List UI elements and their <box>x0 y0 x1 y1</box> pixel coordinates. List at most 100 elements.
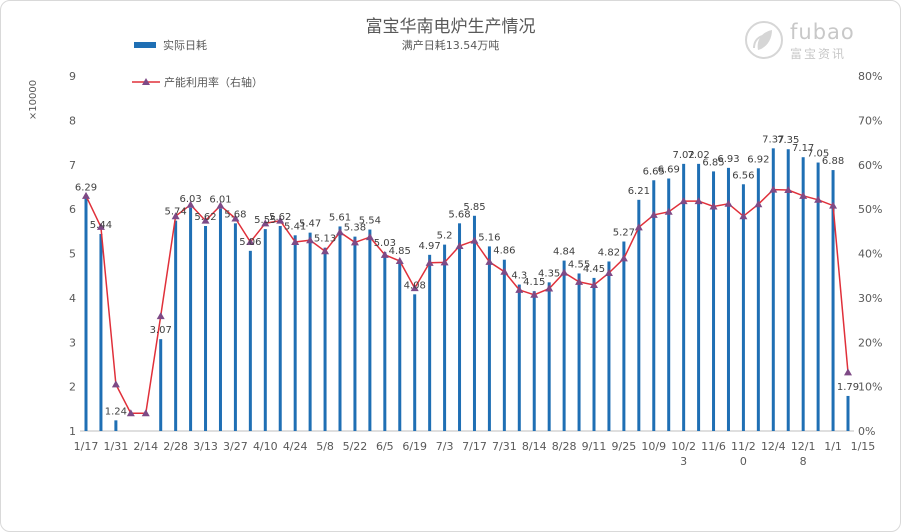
y-right-tick-label: 80% <box>858 70 882 83</box>
line-marker <box>216 201 225 209</box>
x-tick-label: 3/27 <box>223 440 248 453</box>
y-right-tick-label: 50% <box>858 203 882 216</box>
line-marker <box>231 214 240 222</box>
line-marker <box>246 237 255 245</box>
line-marker <box>694 197 703 205</box>
bar <box>532 291 536 431</box>
line-marker <box>395 257 404 265</box>
line-marker <box>306 236 315 244</box>
bar-data-label: 7.37 <box>762 134 784 145</box>
bar-data-label: 6.21 <box>628 186 650 197</box>
line-marker <box>649 210 658 218</box>
bar <box>831 170 835 431</box>
line-marker <box>769 185 778 193</box>
bar-data-label: 6.92 <box>747 154 769 165</box>
x-tick-label: 10/2 <box>671 440 696 453</box>
line-marker <box>350 238 359 246</box>
x-tick-label: 4/24 <box>283 440 308 453</box>
bar <box>502 259 506 431</box>
bar <box>99 233 103 431</box>
x-tick-label: 2/14 <box>133 440 158 453</box>
line-marker <box>634 223 643 231</box>
y-right-tick-label: 10% <box>858 381 882 394</box>
line-marker <box>590 281 598 289</box>
bar <box>622 241 626 431</box>
line-marker <box>829 201 838 209</box>
bar-data-label: 5.68 <box>224 209 246 220</box>
line-marker <box>485 257 494 265</box>
utilization-line <box>85 188 849 415</box>
x-tick-label: 1/15 <box>851 440 876 453</box>
bar <box>472 215 476 431</box>
bar <box>204 225 208 431</box>
bars-layer <box>84 148 850 432</box>
bar-data-label: 5.85 <box>463 202 485 213</box>
legend-bar-label: 实际日耗 <box>163 38 207 52</box>
bar <box>293 235 297 431</box>
line-marker <box>455 241 464 249</box>
bar <box>637 199 641 431</box>
bar-data-label: 4.45 <box>583 264 605 275</box>
x-tick-label: 4/10 <box>253 440 278 453</box>
bar <box>323 247 327 431</box>
bar <box>726 167 730 431</box>
line-marker <box>799 191 808 199</box>
line-marker <box>126 409 135 417</box>
bar-data-label: 4.08 <box>404 280 426 291</box>
bar <box>801 157 805 432</box>
bar <box>428 254 432 431</box>
line-marker <box>530 290 539 298</box>
bar <box>84 196 88 431</box>
bar <box>174 220 178 431</box>
line-marker <box>560 268 569 276</box>
bar <box>712 171 716 431</box>
bar-data-label: 5.27 <box>613 228 635 239</box>
data-labels-layer: 6.29 5.44 1.24 3.07 5.74 6.03 5.62 6.01 5.68 5.06… <box>75 134 859 417</box>
bar-data-label: 5.47 <box>299 219 321 230</box>
y-left-tick-label: 4 <box>69 292 76 305</box>
y-unit-label: ×10000 <box>28 80 39 120</box>
line-marker <box>156 312 165 320</box>
line-layer <box>82 185 852 417</box>
line-marker <box>365 233 374 241</box>
line-marker <box>724 199 733 207</box>
bar <box>607 261 611 431</box>
bar <box>338 226 342 431</box>
y-right-tick-label: 20% <box>858 336 882 349</box>
leaf-icon <box>745 21 783 59</box>
y-right-tick-label: 70% <box>858 114 882 127</box>
bar-data-label: 4.82 <box>598 247 620 258</box>
bar-data-label: 5.74 <box>165 207 187 218</box>
x-tick-label: 10/9 <box>641 440 666 453</box>
y-right-tick-label: 0% <box>858 425 875 438</box>
x-tick-label: 1/31 <box>104 440 129 453</box>
bar-data-label: 6.65 <box>643 166 665 177</box>
bar-data-label: 6.88 <box>822 156 844 167</box>
chart-subtitle: 满产日耗13.54万吨 <box>401 39 500 52</box>
y-right-tick-label: 30% <box>858 292 882 305</box>
x-tick-label: 6/19 <box>402 440 427 453</box>
bar-data-label: 4.35 <box>538 268 560 279</box>
line-marker <box>739 212 748 220</box>
line-marker <box>814 195 823 203</box>
bar <box>846 395 850 431</box>
bar-data-label: 6.56 <box>732 170 754 181</box>
bar-data-label: 5.41 <box>284 221 306 232</box>
bar-data-label: 6.93 <box>717 154 739 165</box>
line-marker <box>440 258 449 266</box>
bar-data-label: 5.61 <box>329 212 351 223</box>
bar-data-label: 7.17 <box>792 143 814 154</box>
bar-data-label: 4.3 <box>511 271 527 282</box>
line-marker <box>545 284 554 292</box>
bar-data-label: 5.2 <box>437 231 453 242</box>
line-marker <box>186 200 195 208</box>
bar <box>383 252 387 431</box>
x-tick-label: 5/22 <box>343 440 368 453</box>
x-tick-label: 1/17 <box>74 440 99 453</box>
bar <box>233 223 237 431</box>
x-tick-label-wrap: 3 <box>680 455 687 468</box>
line-marker <box>410 284 419 292</box>
bar <box>443 244 447 431</box>
bar <box>159 339 163 431</box>
bar <box>114 420 118 431</box>
